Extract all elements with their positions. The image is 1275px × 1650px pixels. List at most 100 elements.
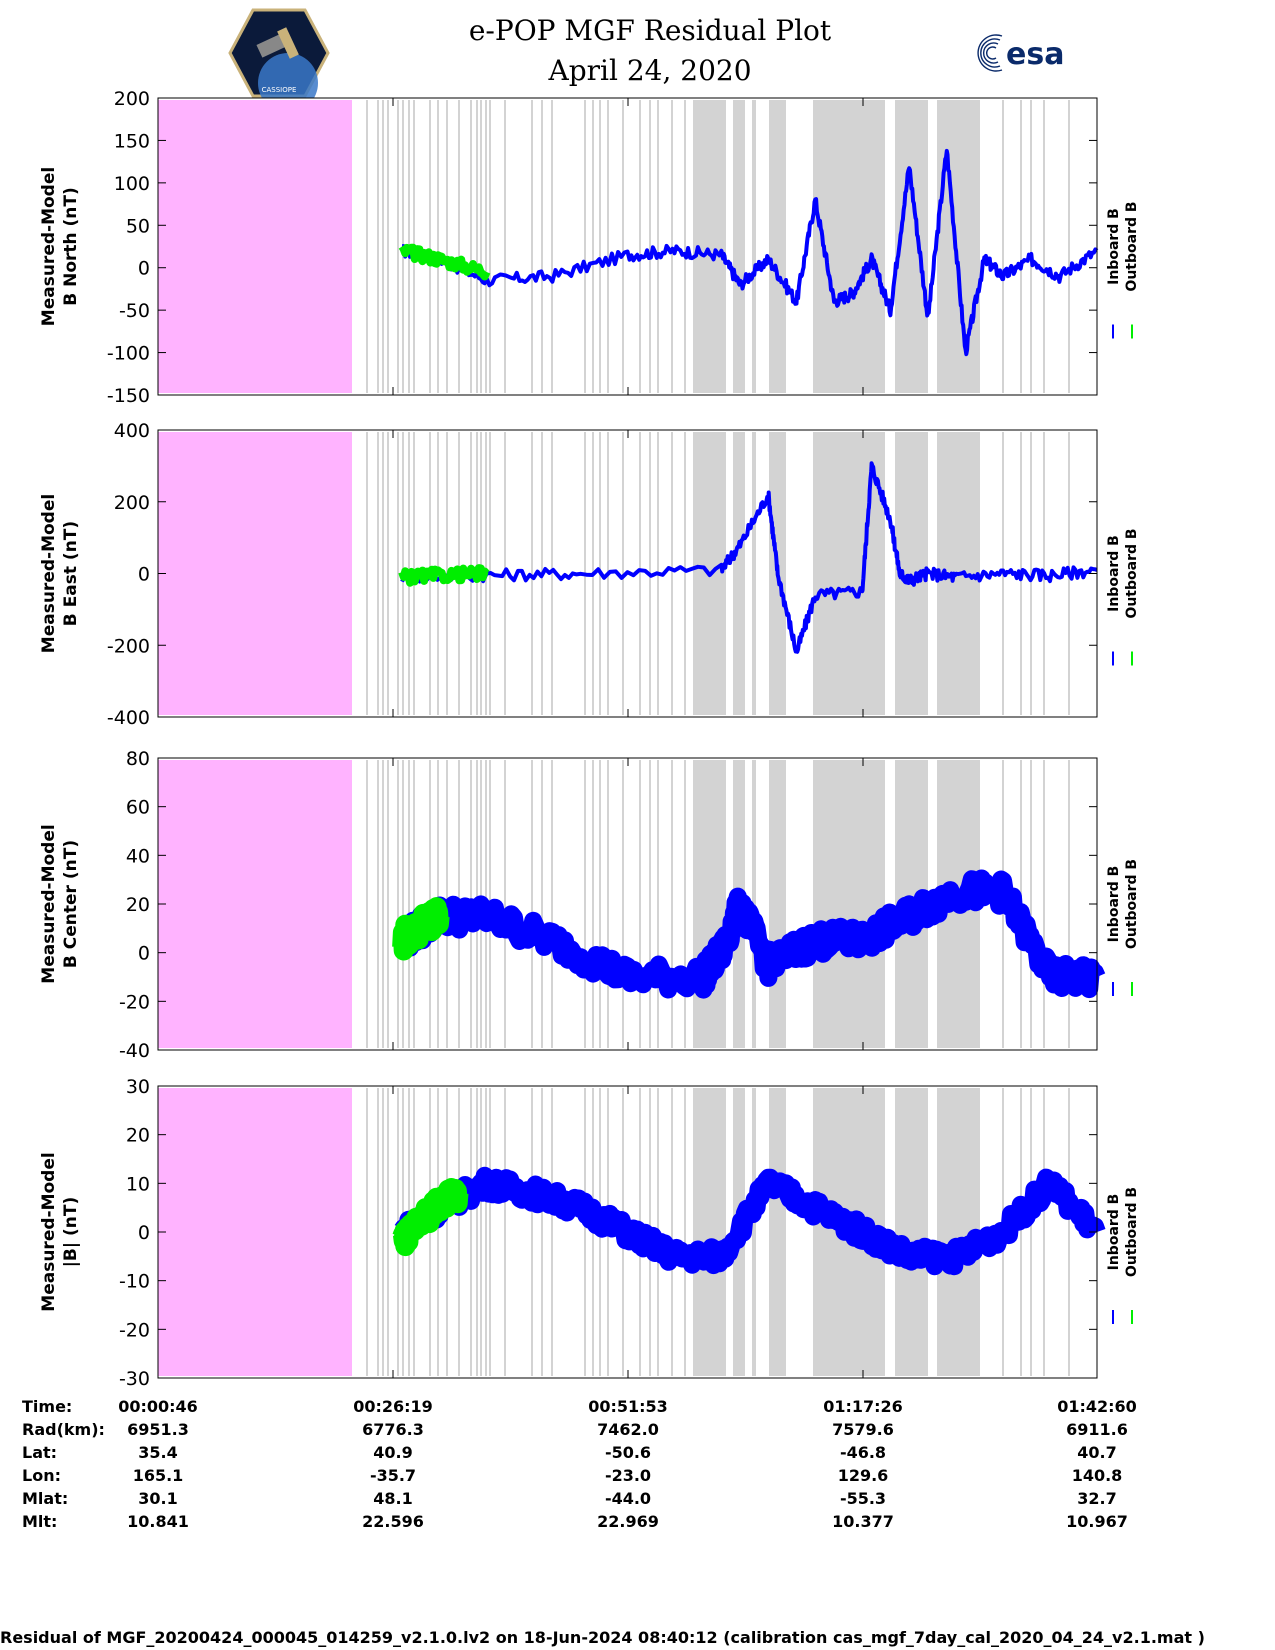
y-tick-label: -200: [107, 635, 150, 657]
orbit-row-label: Lat:: [22, 1443, 57, 1462]
inboard-series: [400, 461, 1098, 654]
y-tick-label: 0: [138, 258, 150, 280]
orbit-value: -46.8: [840, 1443, 886, 1462]
y-tick-label: 200: [114, 492, 150, 514]
orbit-value: 48.1: [373, 1489, 412, 1508]
inboard-series: [401, 148, 1099, 357]
orbit-value: 6911.6: [1066, 1420, 1128, 1439]
gap-block: [769, 760, 786, 1048]
y-tick-label: -150: [107, 385, 150, 407]
orbit-value: 7462.0: [597, 1420, 659, 1439]
orbit-value: 6776.3: [362, 1420, 424, 1439]
orbit-value: 10.377: [832, 1512, 894, 1531]
y-axis-label: B East (nT): [61, 521, 81, 626]
gap-block: [693, 1088, 726, 1376]
orbit-row-label: Time:: [22, 1397, 72, 1416]
orbit-value: 00:26:19: [353, 1397, 433, 1416]
y-tick-label: 150: [114, 130, 150, 152]
y-tick-label: -40: [119, 1040, 150, 1062]
orbit-value: 140.8: [1072, 1466, 1123, 1485]
y-tick-label: -400: [107, 707, 150, 729]
y-tick-label: 400: [114, 420, 150, 442]
no-data-region: [158, 760, 352, 1048]
panel-3: 80 60 40 20 0 -20 -40 Measured-Model B Center (n…: [39, 748, 1140, 1062]
orbit-value: 165.1: [133, 1466, 184, 1485]
caption: Residual of MGF_20200424_000045_014259_v…: [0, 1628, 1205, 1647]
legend-outboard-label: Outboard B: [1124, 1187, 1140, 1277]
orbit-value: 6951.3: [127, 1420, 189, 1439]
orbit-value: 10.841: [127, 1512, 189, 1531]
gap-block: [733, 100, 745, 393]
y-axis-label: |B| (nT): [61, 1197, 81, 1268]
y-axis-label: B Center (nT): [61, 840, 81, 968]
y-axis-label: Measured-Model: [39, 824, 59, 983]
gap-block: [769, 1088, 786, 1376]
y-tick-label: 60: [126, 797, 150, 819]
orbit-table: Time: Rad(km): Lat: Lon: Mlat: Mlt: 00:00:46 69…: [22, 1397, 1137, 1531]
y-tick-label: -10: [119, 1271, 150, 1293]
y-tick-label: 0: [138, 564, 150, 586]
outboard-series: [392, 1178, 469, 1257]
y-axis-label: Measured-Model: [39, 167, 59, 326]
legend-inboard-label: Inboard B: [1106, 1194, 1122, 1271]
y-tick-label: 50: [126, 215, 150, 237]
orbit-row-label: Rad(km):: [22, 1420, 105, 1439]
gap-block: [813, 760, 885, 1048]
legend-outboard-label: Outboard B: [1124, 528, 1140, 618]
orbit-value: -50.6: [605, 1443, 651, 1462]
no-data-region: [158, 100, 352, 393]
outboard-series: [398, 564, 490, 587]
gap-block: [937, 100, 980, 393]
orbit-value: 30.1: [138, 1489, 177, 1508]
orbit-value: 129.6: [838, 1466, 889, 1485]
orbit-value: 00:00:46: [118, 1397, 198, 1416]
page-date: April 24, 2020: [548, 54, 752, 87]
orbit-value: -55.3: [840, 1489, 886, 1508]
no-data-region: [158, 432, 352, 715]
y-tick-label: 0: [138, 1222, 150, 1244]
gap-block: [733, 432, 745, 715]
y-tick-label: 100: [114, 173, 150, 195]
orbit-value: 00:51:53: [588, 1397, 668, 1416]
y-tick-label: 10: [126, 1173, 150, 1195]
orbit-value: -35.7: [370, 1466, 416, 1485]
y-axis-label: Measured-Model: [39, 1152, 59, 1311]
gap-block: [693, 760, 726, 1048]
y-tick-label: 20: [126, 894, 150, 916]
gap-block: [769, 100, 786, 393]
panel-4: 30 20 10 0 -10 -20 -30 Measured-Model |B| (nT) In…: [39, 1076, 1140, 1390]
gap-block: [752, 100, 756, 393]
gap-block: [752, 432, 756, 715]
orbit-value: 32.7: [1077, 1489, 1116, 1508]
legend-outboard-label: Outboard B: [1124, 201, 1140, 291]
orbit-value: 40.7: [1077, 1443, 1116, 1462]
esa-logo-text: esa: [1006, 37, 1064, 72]
inboard-series: [394, 1166, 1106, 1276]
orbit-value: 01:42:60: [1057, 1397, 1137, 1416]
page-title: e-POP MGF Residual Plot: [468, 14, 832, 47]
orbit-value: 22.969: [597, 1512, 659, 1531]
y-tick-label: -30: [119, 1368, 150, 1390]
orbit-value: 35.4: [138, 1443, 177, 1462]
gap-block: [813, 432, 885, 715]
orbit-value: -44.0: [605, 1489, 651, 1508]
y-axis-label: B North (nT): [61, 187, 81, 306]
legend-outboard-label: Outboard B: [1124, 859, 1140, 949]
gap-block: [895, 1088, 928, 1376]
y-tick-label: -20: [119, 1319, 150, 1341]
orbit-row-label: Mlat:: [22, 1489, 68, 1508]
y-tick-label: -100: [107, 343, 150, 365]
outboard-series: [398, 243, 491, 281]
y-tick-label: -20: [119, 991, 150, 1013]
orbit-value: 01:17:26: [823, 1397, 903, 1416]
legend-inboard-label: Inboard B: [1106, 208, 1122, 285]
y-tick-label: 200: [114, 88, 150, 110]
inboard-series: [393, 869, 1106, 999]
cassiope-logo: CASSIOPE: [228, 8, 330, 98]
panel-1: 200 150 100 50 0 -50 -100 -150 Measured-Model B N…: [39, 88, 1140, 407]
orbit-row-label: Mlt:: [22, 1512, 57, 1531]
y-tick-label: -50: [119, 300, 150, 322]
orbit-value: 40.9: [373, 1443, 412, 1462]
cassiope-logo-text: CASSIOPE: [262, 86, 297, 94]
